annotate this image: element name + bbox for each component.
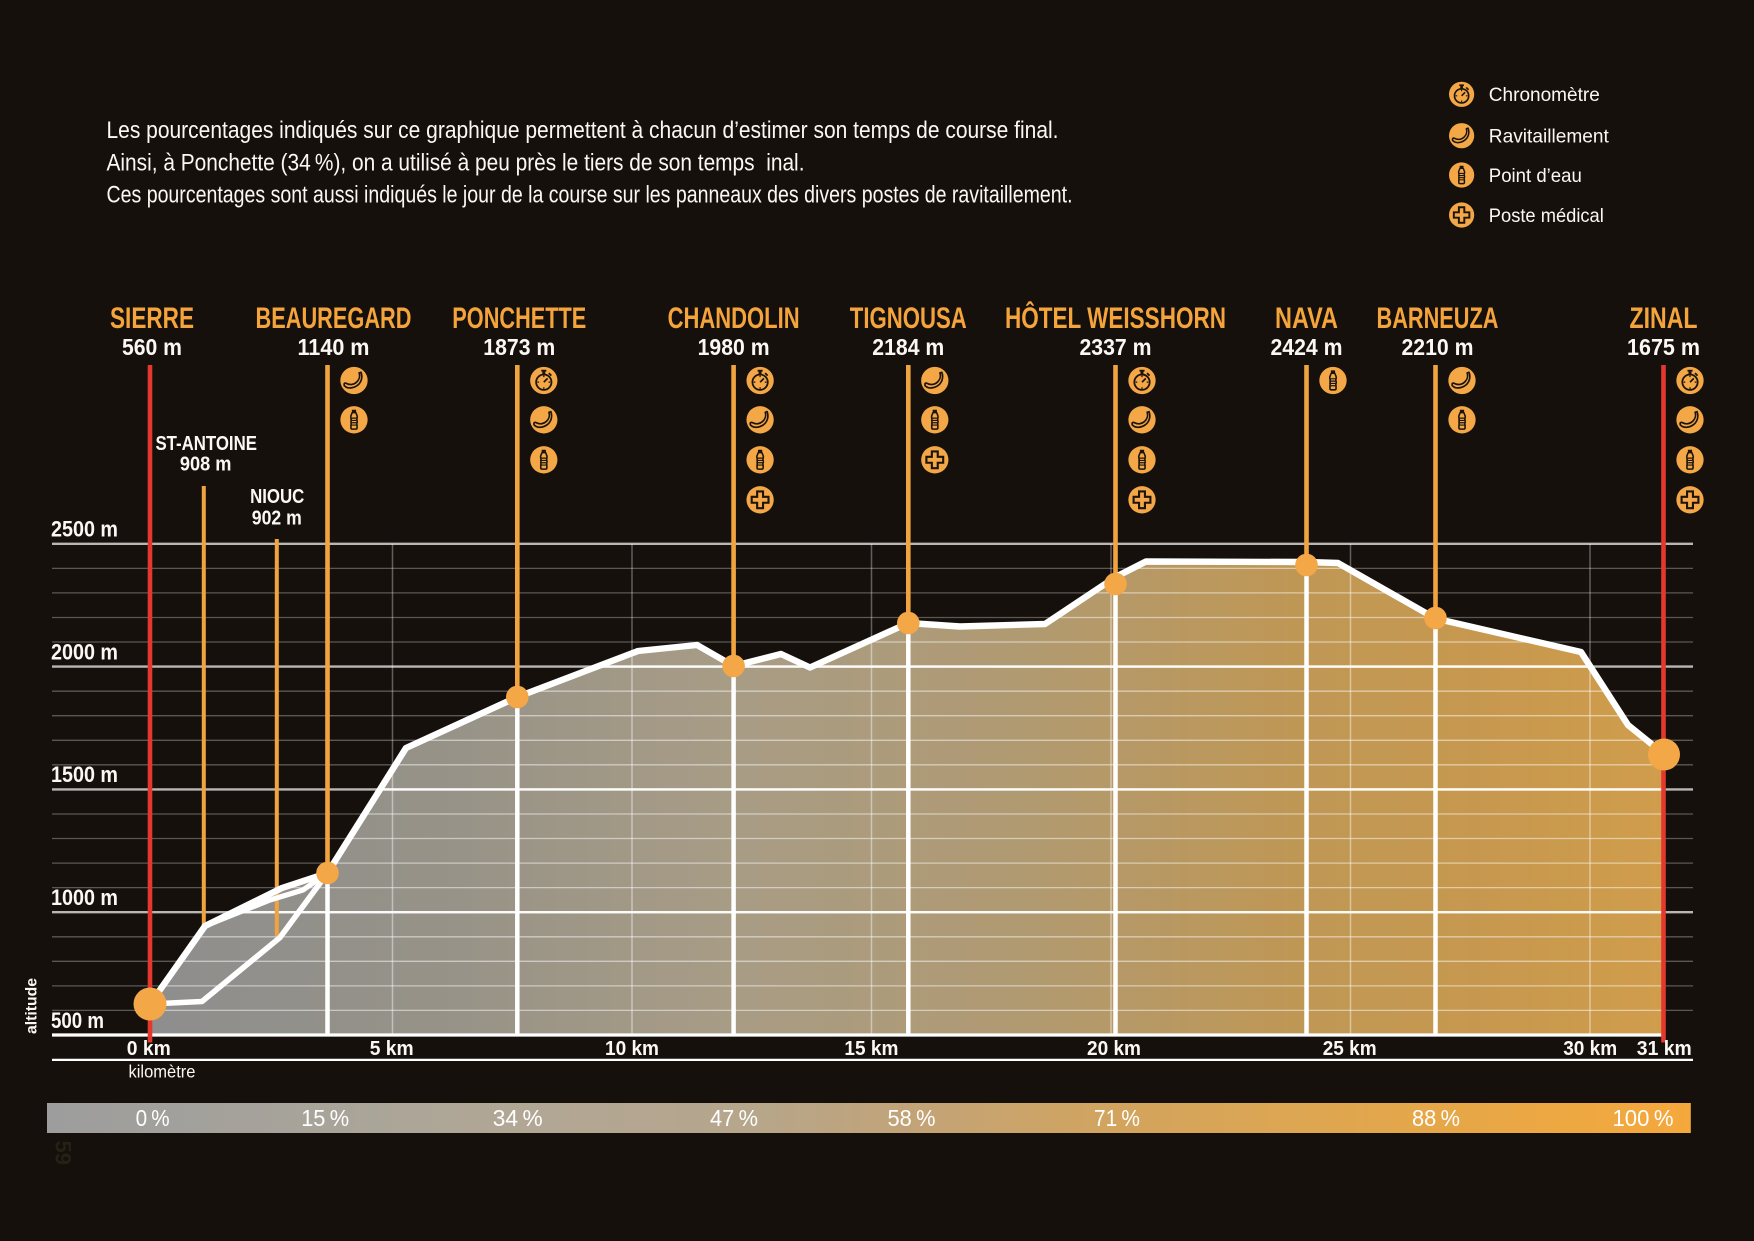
svg-text:Poste médical: Poste médical [1489,205,1604,227]
svg-text:2184 m: 2184 m [872,334,944,360]
svg-text:47 %: 47 % [710,1105,758,1131]
svg-text:31 km: 31 km [1637,1037,1692,1060]
svg-text:0 %: 0 % [136,1105,170,1131]
svg-text:NAVA: NAVA [1275,302,1338,335]
svg-text:Ainsi, à Ponchette (34 %), on: Ainsi, à Ponchette (34 %), on a utilisé … [107,149,805,176]
svg-text:59: 59 [51,1141,76,1165]
svg-text:25 km: 25 km [1323,1037,1377,1060]
svg-text:10 km: 10 km [605,1037,659,1060]
svg-text:TIGNOUSA: TIGNOUSA [850,302,967,335]
svg-text:BARNEUZA: BARNEUZA [1377,302,1499,335]
svg-text:88 %: 88 % [1412,1105,1460,1131]
svg-text:kilomètre: kilomètre [129,1062,196,1082]
svg-text:CHANDOLIN: CHANDOLIN [668,302,800,335]
svg-text:500 m: 500 m [51,1008,104,1033]
svg-text:15 km: 15 km [844,1037,898,1060]
svg-text:altitude: altitude [24,978,41,1034]
svg-text:HÔTEL WEISSHORN: HÔTEL WEISSHORN [1005,301,1226,335]
svg-text:SIERRE: SIERRE [110,302,194,335]
svg-text:71 %: 71 % [1094,1105,1140,1131]
svg-text:2337 m: 2337 m [1080,334,1152,360]
svg-text:BEAUREGARD: BEAUREGARD [256,302,412,335]
svg-text:Point d’eau: Point d’eau [1489,165,1582,187]
svg-text:15 %: 15 % [301,1105,349,1131]
svg-text:30 km: 30 km [1563,1037,1617,1060]
svg-text:100 %: 100 % [1613,1105,1674,1131]
svg-text:2424 m: 2424 m [1271,334,1343,360]
svg-text:58 %: 58 % [888,1105,936,1131]
svg-text:902 m: 902 m [252,506,302,529]
svg-text:34 %: 34 % [493,1105,543,1131]
svg-text:908 m: 908 m [180,453,232,476]
svg-text:2500 m: 2500 m [51,517,118,542]
svg-text:1980 m: 1980 m [698,334,770,360]
svg-text:5 km: 5 km [370,1037,414,1060]
svg-text:1873 m: 1873 m [483,334,555,360]
svg-text:Ces pourcentages sont aussi in: Ces pourcentages sont aussi indiqués le … [107,182,1073,209]
svg-text:1500 m: 1500 m [51,762,118,787]
svg-text:PONCHETTE: PONCHETTE [452,302,586,335]
svg-text:560 m: 560 m [122,334,182,360]
svg-text:ST-ANTOINE: ST-ANTOINE [155,432,257,455]
svg-text:ZINAL: ZINAL [1630,302,1698,335]
svg-text:1675 m: 1675 m [1627,334,1700,360]
svg-text:NIOUC: NIOUC [250,485,304,508]
svg-text:1140 m: 1140 m [298,334,370,360]
svg-text:20 km: 20 km [1087,1037,1141,1060]
svg-text:Ravitaillement: Ravitaillement [1489,126,1610,148]
svg-text:Les pourcentages indiqués sur: Les pourcentages indiqués sur ce graphiq… [107,117,1059,144]
svg-text:2210 m: 2210 m [1402,334,1474,360]
svg-text:Chronomètre: Chronomètre [1489,84,1600,106]
svg-text:1000 m: 1000 m [51,885,118,910]
svg-text:2000 m: 2000 m [51,639,118,664]
svg-text:0 km: 0 km [127,1037,171,1060]
